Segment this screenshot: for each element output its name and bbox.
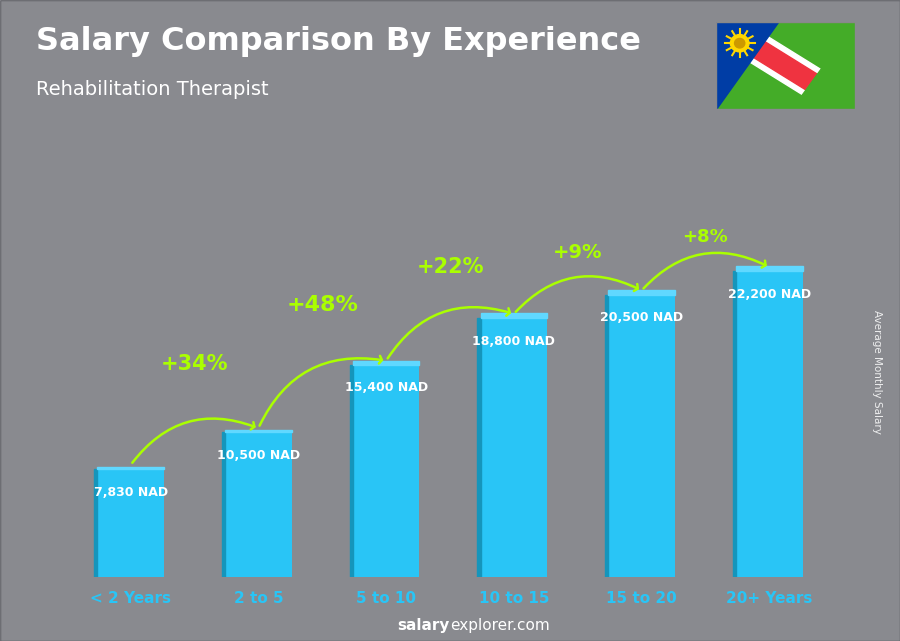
- Text: +34%: +34%: [161, 354, 229, 374]
- Bar: [481, 318, 547, 577]
- Bar: [225, 432, 292, 577]
- Text: +8%: +8%: [682, 228, 728, 246]
- Polygon shape: [710, 15, 860, 117]
- FancyBboxPatch shape: [736, 266, 803, 271]
- Text: +22%: +22%: [417, 257, 484, 277]
- FancyBboxPatch shape: [94, 469, 97, 577]
- Text: 10,500 NAD: 10,500 NAD: [217, 449, 300, 462]
- Polygon shape: [792, 22, 855, 109]
- FancyBboxPatch shape: [350, 365, 353, 577]
- Text: +9%: +9%: [553, 242, 602, 262]
- FancyBboxPatch shape: [605, 295, 608, 577]
- FancyBboxPatch shape: [222, 432, 225, 577]
- Bar: [608, 295, 675, 577]
- Circle shape: [734, 38, 745, 48]
- Text: salary: salary: [398, 618, 450, 633]
- Polygon shape: [716, 22, 778, 109]
- Text: Rehabilitation Therapist: Rehabilitation Therapist: [36, 80, 268, 99]
- Text: 20,500 NAD: 20,500 NAD: [600, 311, 683, 324]
- Text: 22,200 NAD: 22,200 NAD: [728, 288, 811, 301]
- FancyBboxPatch shape: [353, 361, 419, 365]
- FancyBboxPatch shape: [481, 313, 547, 318]
- Text: +48%: +48%: [286, 296, 358, 315]
- Polygon shape: [706, 10, 864, 122]
- Bar: [97, 469, 164, 577]
- Bar: [353, 365, 419, 577]
- Circle shape: [731, 35, 749, 52]
- Bar: [736, 271, 803, 577]
- FancyBboxPatch shape: [608, 290, 675, 295]
- Text: explorer.com: explorer.com: [450, 618, 550, 633]
- FancyBboxPatch shape: [97, 467, 164, 469]
- Text: 7,830 NAD: 7,830 NAD: [94, 486, 167, 499]
- Text: 15,400 NAD: 15,400 NAD: [345, 381, 427, 394]
- FancyBboxPatch shape: [733, 271, 736, 577]
- Text: Average Monthly Salary: Average Monthly Salary: [872, 310, 883, 434]
- Text: 18,800 NAD: 18,800 NAD: [472, 335, 555, 347]
- FancyBboxPatch shape: [225, 429, 292, 432]
- FancyBboxPatch shape: [478, 318, 481, 577]
- Text: Salary Comparison By Experience: Salary Comparison By Experience: [36, 26, 641, 56]
